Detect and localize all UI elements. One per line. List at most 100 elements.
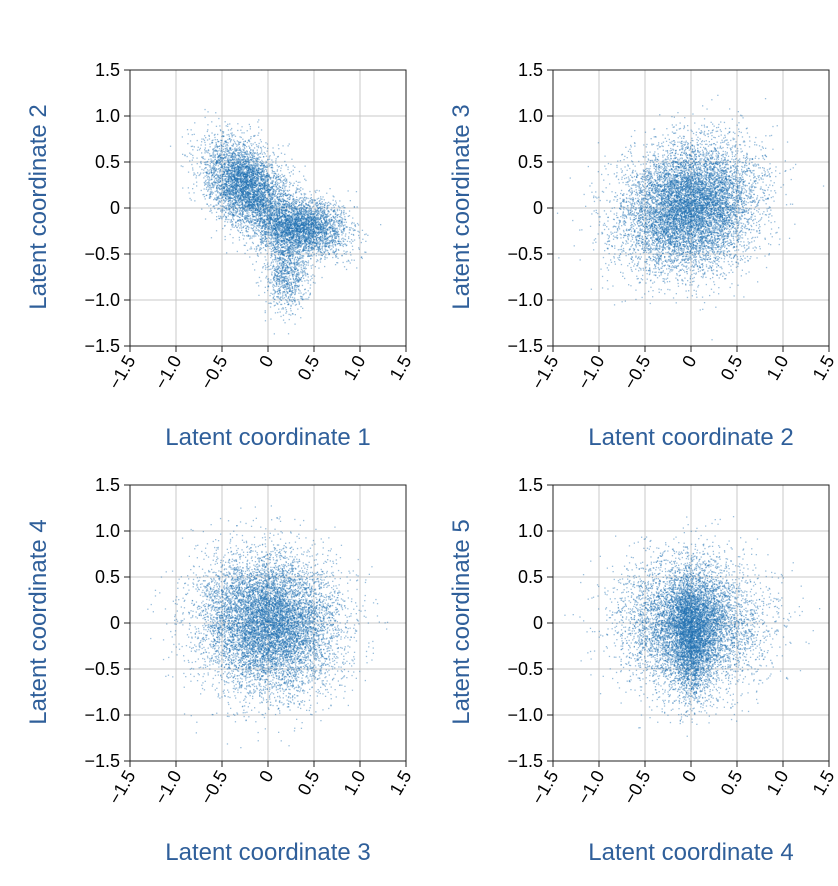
scatter-point (271, 244, 272, 245)
scatter-point (234, 141, 235, 142)
scatter-point (206, 150, 207, 151)
scatter-point (358, 235, 359, 236)
scatter-point (228, 207, 229, 208)
scatter-point (349, 210, 350, 211)
scatter-point (293, 165, 294, 166)
scatter-point (236, 213, 237, 214)
scatter-point (314, 276, 315, 277)
scatter-point (272, 294, 273, 295)
scatter-point (252, 176, 253, 177)
scatter-point (317, 198, 318, 199)
scatter-point (275, 261, 276, 262)
scatter-point (270, 283, 271, 284)
scatter-point (270, 269, 271, 270)
scatter-point (170, 146, 171, 147)
scatter-point (341, 238, 342, 239)
scatter-point (294, 288, 295, 289)
scatter-point (330, 249, 331, 250)
scatter-point (299, 258, 300, 259)
scatter-point (232, 226, 233, 227)
scatter-point (256, 228, 257, 229)
scatter-point (274, 254, 275, 255)
scatter-point (223, 149, 224, 150)
scatter-point (231, 128, 232, 129)
scatter-point (311, 278, 312, 279)
scatter-point (334, 242, 335, 243)
scatter-point (297, 299, 298, 300)
scatter-point (249, 124, 250, 125)
scatter-point (227, 203, 228, 204)
scatter-point (217, 171, 218, 172)
scatter-point (196, 182, 197, 183)
scatter-point (197, 172, 198, 173)
scatter-point (344, 222, 345, 223)
scatter-point (211, 121, 212, 122)
scatter-point (352, 246, 353, 247)
scatter-point (206, 184, 207, 185)
scatter-point (354, 239, 355, 240)
scatter-point (229, 136, 230, 137)
scatter-point (250, 126, 251, 127)
scatter-point (304, 179, 305, 180)
scatter-point (253, 143, 254, 144)
scatter-point (286, 311, 287, 312)
scatter-point (233, 151, 234, 152)
scatter-point (256, 153, 257, 154)
scatter-point (226, 219, 227, 220)
scatter-point (249, 256, 250, 257)
scatter-points (170, 109, 381, 335)
scatter-point (263, 247, 264, 248)
scatter-point (259, 250, 260, 251)
scatter-point (272, 268, 273, 269)
scatter-point (272, 172, 273, 173)
scatter-point (251, 157, 252, 158)
scatter-point (352, 249, 353, 250)
scatter-point (303, 263, 304, 264)
scatter-point (283, 285, 284, 286)
scatter-point (302, 276, 303, 277)
scatter-point (230, 202, 231, 203)
scatter-point (295, 211, 296, 212)
scatter-point (280, 168, 281, 169)
scatter-point (295, 201, 296, 202)
scatter-point (188, 172, 189, 173)
scatter-point (269, 196, 270, 197)
scatter-point (210, 167, 211, 168)
scatter-point (307, 198, 308, 199)
scatter-point (232, 198, 233, 199)
scatter-point (227, 134, 228, 135)
scatter-point (218, 179, 219, 180)
scatter-point (345, 252, 346, 253)
scatter-point (279, 243, 280, 244)
scatter-point (251, 237, 252, 238)
scatter-point (249, 154, 250, 155)
scatter-point (337, 222, 338, 223)
scatter-point (246, 242, 247, 243)
scatter-point (204, 188, 205, 189)
scatter-point (284, 161, 285, 162)
scatter-point (209, 179, 210, 180)
scatter-point (188, 187, 189, 188)
scatter-point (221, 216, 222, 217)
scatter-point (289, 143, 290, 144)
scatter-point (313, 243, 314, 244)
scatter-point (189, 153, 190, 154)
scatter-point (247, 130, 248, 131)
scatter-point (337, 258, 338, 259)
scatter-point (291, 282, 292, 283)
scatter-point (294, 183, 295, 184)
scatter-point (201, 138, 202, 139)
scatter-point (258, 285, 259, 286)
scatter-point (282, 295, 283, 296)
scatter-point (291, 299, 292, 300)
scatter-point (207, 152, 208, 153)
scatter-point (239, 142, 240, 143)
scatter-point (222, 182, 223, 183)
scatter-point (330, 245, 331, 246)
scatter-point (308, 262, 309, 263)
scatter-point (221, 206, 222, 207)
scatter-point (275, 312, 276, 313)
scatter-point (237, 144, 238, 145)
scatter-point (340, 223, 341, 224)
scatter-point (279, 301, 280, 302)
